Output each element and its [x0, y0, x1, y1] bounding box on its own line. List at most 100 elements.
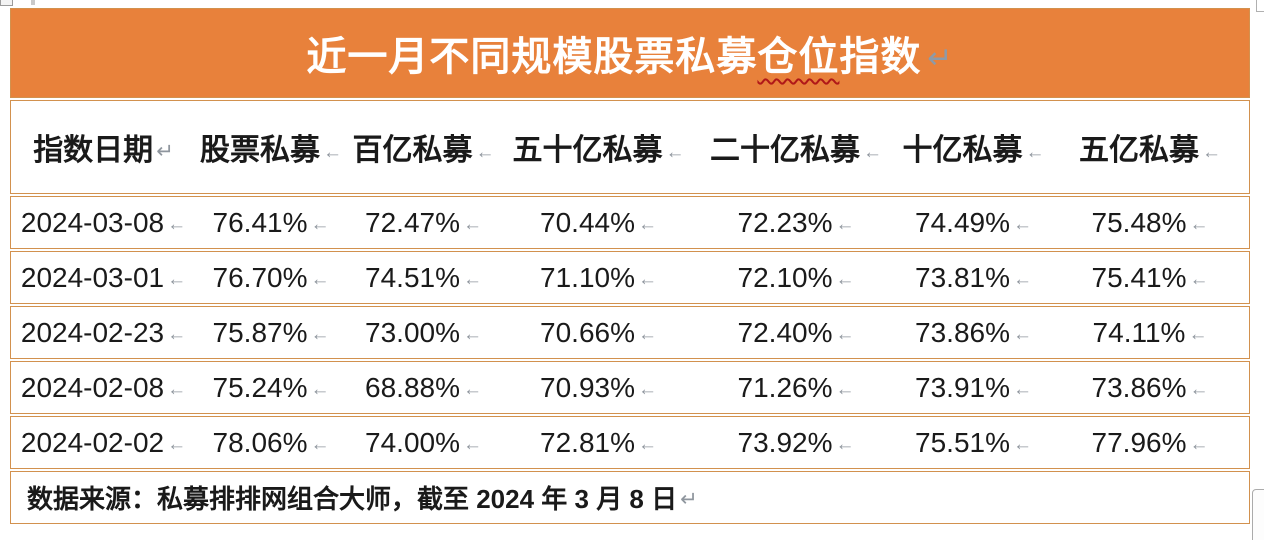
cell-end-mark-icon: ←: [1189, 268, 1209, 290]
table-row: 2024-02-23 ← 75.87% ← 73.00% ← 70.66% ← 72.4…: [10, 306, 1250, 359]
header-cell-2billion: 二十亿私募 ←: [696, 125, 896, 169]
cell-end-mark-icon: ←: [462, 433, 482, 455]
cell-end-mark-icon: ←: [1189, 378, 1209, 400]
value-cell: 74.51% ←: [365, 261, 482, 293]
cell-end-mark-icon: ←: [637, 433, 657, 455]
value-cell: 76.70% ←: [212, 261, 330, 293]
positions-index-table: 近一月不同规模股票私募仓位指数 ↵ 指数日期 ↵ 股票私募 ← 百亿私募 ← 五十亿私募…: [10, 8, 1250, 524]
value-cell: 75.51% ←: [915, 426, 1032, 458]
cell-end-mark-icon: ←: [310, 323, 330, 345]
cell-end-mark-icon: ←: [835, 433, 855, 455]
header-cell-index-date: 指数日期 ↵: [11, 125, 196, 169]
cell-end-mark-icon: ←: [167, 378, 187, 400]
value-cell: 73.86% ←: [915, 316, 1032, 348]
value-cell: 74.00% ←: [365, 426, 482, 458]
header-label: 指数日期: [33, 134, 154, 167]
value-cell: 75.87% ←: [212, 316, 330, 348]
value-cell: 78.06% ←: [212, 426, 330, 458]
header-label: 五十亿私募: [512, 134, 663, 167]
cell-end-mark-icon: ←: [167, 433, 187, 455]
cell-end-mark-icon: ←: [310, 268, 330, 290]
value-cell: 72.81% ←: [540, 426, 657, 458]
cell-end-mark-icon: ←: [637, 268, 657, 290]
cell-end-mark-icon: ←: [167, 268, 187, 290]
cell-end-mark-icon: ←: [1188, 323, 1208, 345]
cell-end-mark-icon: ←: [310, 213, 330, 235]
header-label: 百亿私募: [352, 134, 473, 167]
cell-end-mark-icon: ←: [835, 378, 855, 400]
page-title: 近一月不同规模股票私募仓位指数 ↵: [306, 24, 953, 82]
cell-end-mark-icon: ←: [665, 142, 685, 163]
value-cell: 73.81% ←: [915, 261, 1032, 293]
paragraph-mark-icon: ↵: [927, 42, 954, 75]
title-text-end: 指数: [839, 35, 922, 79]
ruler-fragment: [0, 0, 13, 6]
header-cell-1billion: 十亿私募 ←: [896, 125, 1051, 169]
value-cell: 73.86% ←: [1091, 371, 1209, 403]
cell-end-mark-icon: ←: [835, 268, 855, 290]
header-label: 二十亿私募: [710, 134, 860, 167]
cell-end-mark-icon: ←: [462, 268, 482, 290]
value-cell: 72.40% ←: [737, 316, 855, 348]
table-row: 2024-03-01 ← 76.70% ← 74.51% ← 71.10% ← 72.1…: [10, 251, 1250, 304]
cell-end-mark-icon: ←: [1025, 142, 1045, 163]
cell-end-mark-icon: ←: [462, 323, 482, 345]
value-cell: 68.88% ←: [365, 371, 482, 403]
title-text-spellcheck-squiggle: 仓位: [757, 35, 840, 79]
paragraph-mark-icon: ↵: [156, 140, 174, 163]
value-cell: 72.47% ←: [365, 206, 482, 238]
value-cell: 71.26% ←: [737, 371, 855, 403]
cell-end-mark-icon: ←: [310, 433, 330, 455]
cell-end-mark-icon: ←: [637, 378, 657, 400]
cell-end-mark-icon: ←: [1012, 213, 1032, 235]
header-cell-5billion: 五十亿私募 ←: [501, 125, 696, 169]
cell-end-mark-icon: ←: [475, 142, 495, 163]
cell-end-mark-icon: ←: [1189, 213, 1209, 235]
value-cell: 74.11% ←: [1092, 316, 1208, 348]
cell-end-mark-icon: ←: [1012, 268, 1032, 290]
value-cell: 75.24% ←: [212, 371, 330, 403]
cell-end-mark-icon: ←: [1012, 323, 1032, 345]
date-cell: 2024-02-08 ←: [20, 371, 187, 403]
cell-end-mark-icon: ←: [1189, 433, 1209, 455]
cell-end-mark-icon: ←: [637, 213, 657, 235]
value-cell: 74.49% ←: [915, 206, 1032, 238]
value-cell: 73.91% ←: [915, 371, 1032, 403]
table-row: 2024-02-08 ← 75.24% ← 68.88% ← 70.93% ← 71.2…: [10, 361, 1250, 414]
value-cell: 70.44% ←: [540, 206, 657, 238]
value-cell: 76.41% ←: [212, 206, 330, 238]
data-source-text: 数据来源：私募排排网组合大师，截至 2024 年 3 月 8 日 ↵: [27, 484, 698, 514]
cell-end-mark-icon: ←: [462, 213, 482, 235]
value-cell: 73.00% ←: [365, 316, 482, 348]
cell-end-mark-icon: ←: [167, 323, 187, 345]
cell-end-mark-icon: ←: [462, 378, 482, 400]
scrollbar-top-fragment[interactable]: [1256, 0, 1264, 12]
header-cell-stock-private: 股票私募 ←: [196, 125, 346, 169]
value-cell: 70.93% ←: [540, 371, 657, 403]
cell-end-mark-icon: ←: [310, 378, 330, 400]
paragraph-mark-icon: ↵: [680, 488, 698, 511]
date-cell: 2024-03-08 ←: [20, 206, 187, 238]
header-label: 五亿私募: [1079, 134, 1199, 167]
cell-end-mark-icon: ←: [1202, 142, 1221, 163]
ruler-tick-fragment: [31, 0, 35, 5]
scrollbar-bottom-fragment[interactable]: [1252, 489, 1264, 540]
date-cell: 2024-02-02 ←: [20, 426, 187, 458]
date-cell: 2024-03-01 ←: [20, 261, 187, 293]
cell-end-mark-icon: ←: [863, 142, 882, 163]
cell-end-mark-icon: ←: [637, 323, 657, 345]
data-source-row: 数据来源：私募排排网组合大师，截至 2024 年 3 月 8 日 ↵: [10, 471, 1250, 524]
title-text-start: 近一月不同规模股票私募: [306, 35, 758, 79]
cell-end-mark-icon: ←: [323, 142, 342, 163]
cell-end-mark-icon: ←: [835, 323, 855, 345]
table-row: 2024-02-02 ← 78.06% ← 74.00% ← 72.81% ← 73.9…: [10, 416, 1250, 469]
cell-end-mark-icon: ←: [1012, 433, 1032, 455]
cell-end-mark-icon: ←: [167, 213, 187, 235]
date-cell: 2024-02-23 ←: [20, 316, 187, 348]
table-row: 2024-03-08 ← 76.41% ← 72.47% ← 70.44% ← 72.2…: [10, 196, 1250, 249]
header-cell-10billion: 百亿私募 ←: [346, 125, 501, 169]
value-cell: 71.10% ←: [540, 261, 657, 293]
value-cell: 72.23% ←: [737, 206, 855, 238]
cell-end-mark-icon: ←: [835, 213, 855, 235]
